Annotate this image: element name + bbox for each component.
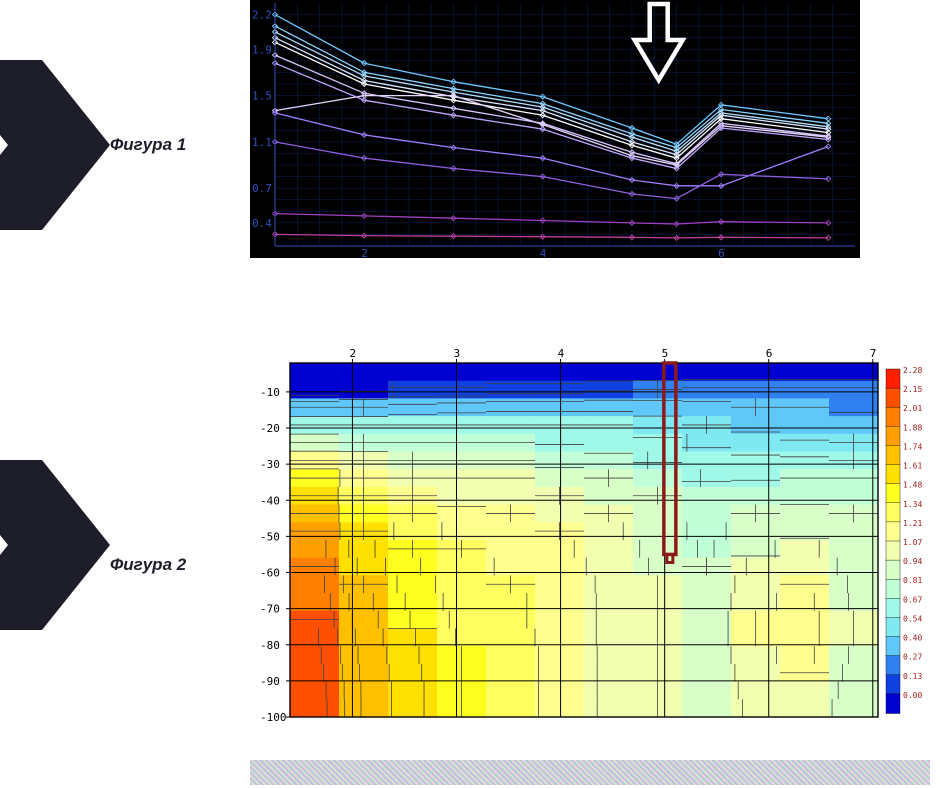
chevron-fig1: [0, 60, 110, 230]
svg-text:2.28: 2.28: [903, 366, 922, 375]
svg-text:0.94: 0.94: [903, 557, 922, 566]
svg-text:4: 4: [558, 347, 565, 360]
svg-text:-20: -20: [260, 422, 280, 435]
svg-text:1.1: 1.1: [252, 136, 272, 149]
svg-text:5: 5: [662, 347, 669, 360]
svg-text:1.48: 1.48: [903, 481, 922, 490]
svg-text:1.34: 1.34: [903, 500, 922, 509]
svg-text:1.21: 1.21: [903, 519, 922, 528]
svg-text:0.7: 0.7: [252, 182, 272, 195]
svg-text:6: 6: [766, 347, 773, 360]
svg-text:0.4: 0.4: [252, 217, 272, 230]
figure1-chart: 0.4 0.7 1.1 1.5 1.9 2.2 2 4 6: [250, 0, 860, 258]
svg-text:2.15: 2.15: [903, 385, 922, 394]
figure2-label: Фигура 2: [110, 555, 186, 575]
chevron-fig2: [0, 460, 110, 630]
svg-text:1.5: 1.5: [252, 90, 272, 103]
svg-text:-70: -70: [260, 603, 280, 616]
noise-strip: [250, 760, 930, 785]
svg-text:3: 3: [454, 347, 461, 360]
figure1-label: Фигура 1: [110, 135, 186, 155]
svg-text:-10: -10: [260, 386, 280, 399]
svg-text:1.74: 1.74: [903, 442, 922, 451]
svg-text:2.01: 2.01: [903, 404, 922, 413]
arrow-annotation: [635, 4, 683, 80]
svg-text:2.2: 2.2: [252, 9, 272, 22]
svg-text:1.61: 1.61: [903, 462, 922, 471]
svg-text:2: 2: [361, 247, 368, 258]
svg-text:-40: -40: [260, 494, 280, 507]
svg-text:4: 4: [540, 247, 547, 258]
svg-text:1.9: 1.9: [252, 43, 272, 56]
svg-text:1.88: 1.88: [903, 423, 922, 432]
svg-text:0.40: 0.40: [903, 634, 922, 643]
svg-text:7: 7: [870, 347, 877, 360]
figure2-chart: 2 3 4 5 6 7 -10 -20 -30 -40 -50 -60 -70 -80 -90 -100 2.2…: [250, 345, 930, 725]
svg-text:0.81: 0.81: [903, 576, 922, 585]
svg-text:0.27: 0.27: [903, 653, 922, 662]
svg-text:2: 2: [349, 347, 356, 360]
svg-text:0.67: 0.67: [903, 595, 922, 604]
svg-text:0.13: 0.13: [903, 672, 922, 681]
svg-text:0.00: 0.00: [903, 691, 922, 700]
svg-text:-60: -60: [260, 567, 280, 580]
svg-text:-80: -80: [260, 639, 280, 652]
svg-text:0.54: 0.54: [903, 614, 922, 623]
svg-text:-90: -90: [260, 675, 280, 688]
svg-text:-100: -100: [260, 711, 287, 724]
svg-text:-50: -50: [260, 530, 280, 543]
svg-text:-30: -30: [260, 458, 280, 471]
svg-text:1.07: 1.07: [903, 538, 922, 547]
svg-text:6: 6: [718, 247, 725, 258]
